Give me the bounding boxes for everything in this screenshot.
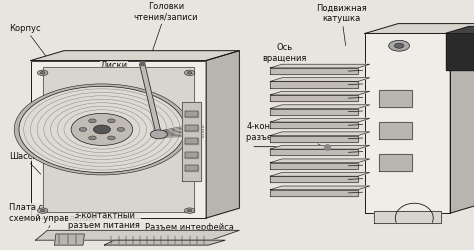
Polygon shape <box>270 122 358 128</box>
Circle shape <box>37 70 48 75</box>
Text: Ось
вращения: Ось вращения <box>262 44 310 69</box>
Polygon shape <box>31 60 206 218</box>
Polygon shape <box>36 230 239 240</box>
Polygon shape <box>374 211 441 223</box>
Polygon shape <box>270 82 358 87</box>
Text: Корпус: Корпус <box>9 24 46 56</box>
Polygon shape <box>270 159 370 163</box>
Circle shape <box>117 128 125 132</box>
Polygon shape <box>185 165 198 171</box>
Polygon shape <box>270 132 370 136</box>
Text: 4-контактный
разъем питания: 4-контактный разъем питания <box>246 122 319 142</box>
Circle shape <box>108 119 115 123</box>
Polygon shape <box>270 136 358 142</box>
Polygon shape <box>270 149 358 155</box>
Polygon shape <box>446 26 474 34</box>
Polygon shape <box>270 146 370 149</box>
Text: Диски: Диски <box>100 61 127 88</box>
Polygon shape <box>270 68 358 74</box>
Polygon shape <box>379 90 412 107</box>
Circle shape <box>40 72 45 74</box>
Polygon shape <box>365 34 450 213</box>
Circle shape <box>394 43 404 48</box>
Polygon shape <box>270 163 358 169</box>
Polygon shape <box>185 138 198 144</box>
Text: Кожух
магнита: Кожух магнита <box>404 164 441 186</box>
Polygon shape <box>270 172 370 176</box>
Circle shape <box>184 70 195 75</box>
Circle shape <box>71 114 133 146</box>
Text: Плата с электронной
схемой управления: Плата с электронной схемой управления <box>9 204 104 228</box>
Polygon shape <box>270 105 370 108</box>
Text: 3-контактный
разъем питания: 3-контактный разъем питания <box>68 211 140 236</box>
Text: Головки
чтения/записи: Головки чтения/записи <box>134 2 198 50</box>
Polygon shape <box>270 190 358 196</box>
Circle shape <box>389 40 410 51</box>
Polygon shape <box>450 24 474 213</box>
Polygon shape <box>379 154 412 171</box>
Polygon shape <box>270 95 358 101</box>
Polygon shape <box>270 108 358 115</box>
Text: Разъем интерфейса: Разъем интерфейса <box>145 223 234 239</box>
Circle shape <box>19 86 185 172</box>
Polygon shape <box>270 64 370 68</box>
Polygon shape <box>140 63 161 136</box>
Polygon shape <box>31 51 239 60</box>
Circle shape <box>93 125 110 134</box>
Text: Подвижная
катушка: Подвижная катушка <box>316 4 367 45</box>
Circle shape <box>14 84 190 175</box>
Polygon shape <box>185 124 198 131</box>
Text: Шасси: Шасси <box>9 152 41 174</box>
Polygon shape <box>270 176 358 182</box>
Circle shape <box>37 208 48 213</box>
Polygon shape <box>185 152 198 158</box>
Polygon shape <box>379 122 412 139</box>
Polygon shape <box>270 186 370 190</box>
Polygon shape <box>270 91 370 95</box>
Circle shape <box>187 72 192 74</box>
Circle shape <box>150 130 167 139</box>
Polygon shape <box>182 102 201 181</box>
Circle shape <box>79 128 87 132</box>
Circle shape <box>108 136 115 140</box>
Polygon shape <box>446 34 474 70</box>
Circle shape <box>187 210 192 212</box>
Polygon shape <box>104 240 225 245</box>
Polygon shape <box>55 234 84 245</box>
Polygon shape <box>43 67 194 212</box>
Polygon shape <box>185 111 198 117</box>
Polygon shape <box>270 118 370 122</box>
Circle shape <box>89 136 96 140</box>
Polygon shape <box>365 24 474 34</box>
Circle shape <box>40 210 45 212</box>
Text: Магнит: Магнит <box>408 36 441 55</box>
Polygon shape <box>206 51 239 218</box>
Circle shape <box>89 119 96 123</box>
Circle shape <box>184 208 195 213</box>
Polygon shape <box>270 78 370 82</box>
